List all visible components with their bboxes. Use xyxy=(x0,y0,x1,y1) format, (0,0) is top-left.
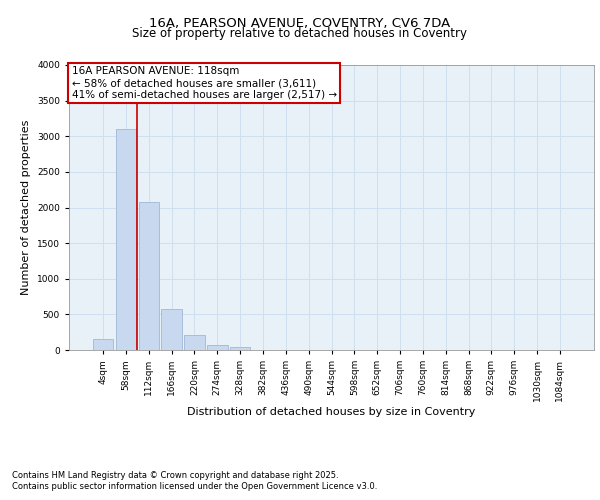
Bar xyxy=(139,202,159,350)
Text: 16A, PEARSON AVENUE, COVENTRY, CV6 7DA: 16A, PEARSON AVENUE, COVENTRY, CV6 7DA xyxy=(149,18,451,30)
Text: 16A PEARSON AVENUE: 118sqm
← 58% of detached houses are smaller (3,611)
41% of s: 16A PEARSON AVENUE: 118sqm ← 58% of deta… xyxy=(71,66,337,100)
Bar xyxy=(184,335,205,350)
Bar xyxy=(93,338,113,350)
X-axis label: Distribution of detached houses by size in Coventry: Distribution of detached houses by size … xyxy=(187,406,476,416)
Y-axis label: Number of detached properties: Number of detached properties xyxy=(22,120,31,295)
Text: Contains HM Land Registry data © Crown copyright and database right 2025.: Contains HM Land Registry data © Crown c… xyxy=(12,471,338,480)
Bar xyxy=(116,129,136,350)
Text: Contains public sector information licensed under the Open Government Licence v3: Contains public sector information licen… xyxy=(12,482,377,491)
Bar xyxy=(230,347,250,350)
Bar xyxy=(207,346,227,350)
Bar xyxy=(161,308,182,350)
Text: Size of property relative to detached houses in Coventry: Size of property relative to detached ho… xyxy=(133,28,467,40)
